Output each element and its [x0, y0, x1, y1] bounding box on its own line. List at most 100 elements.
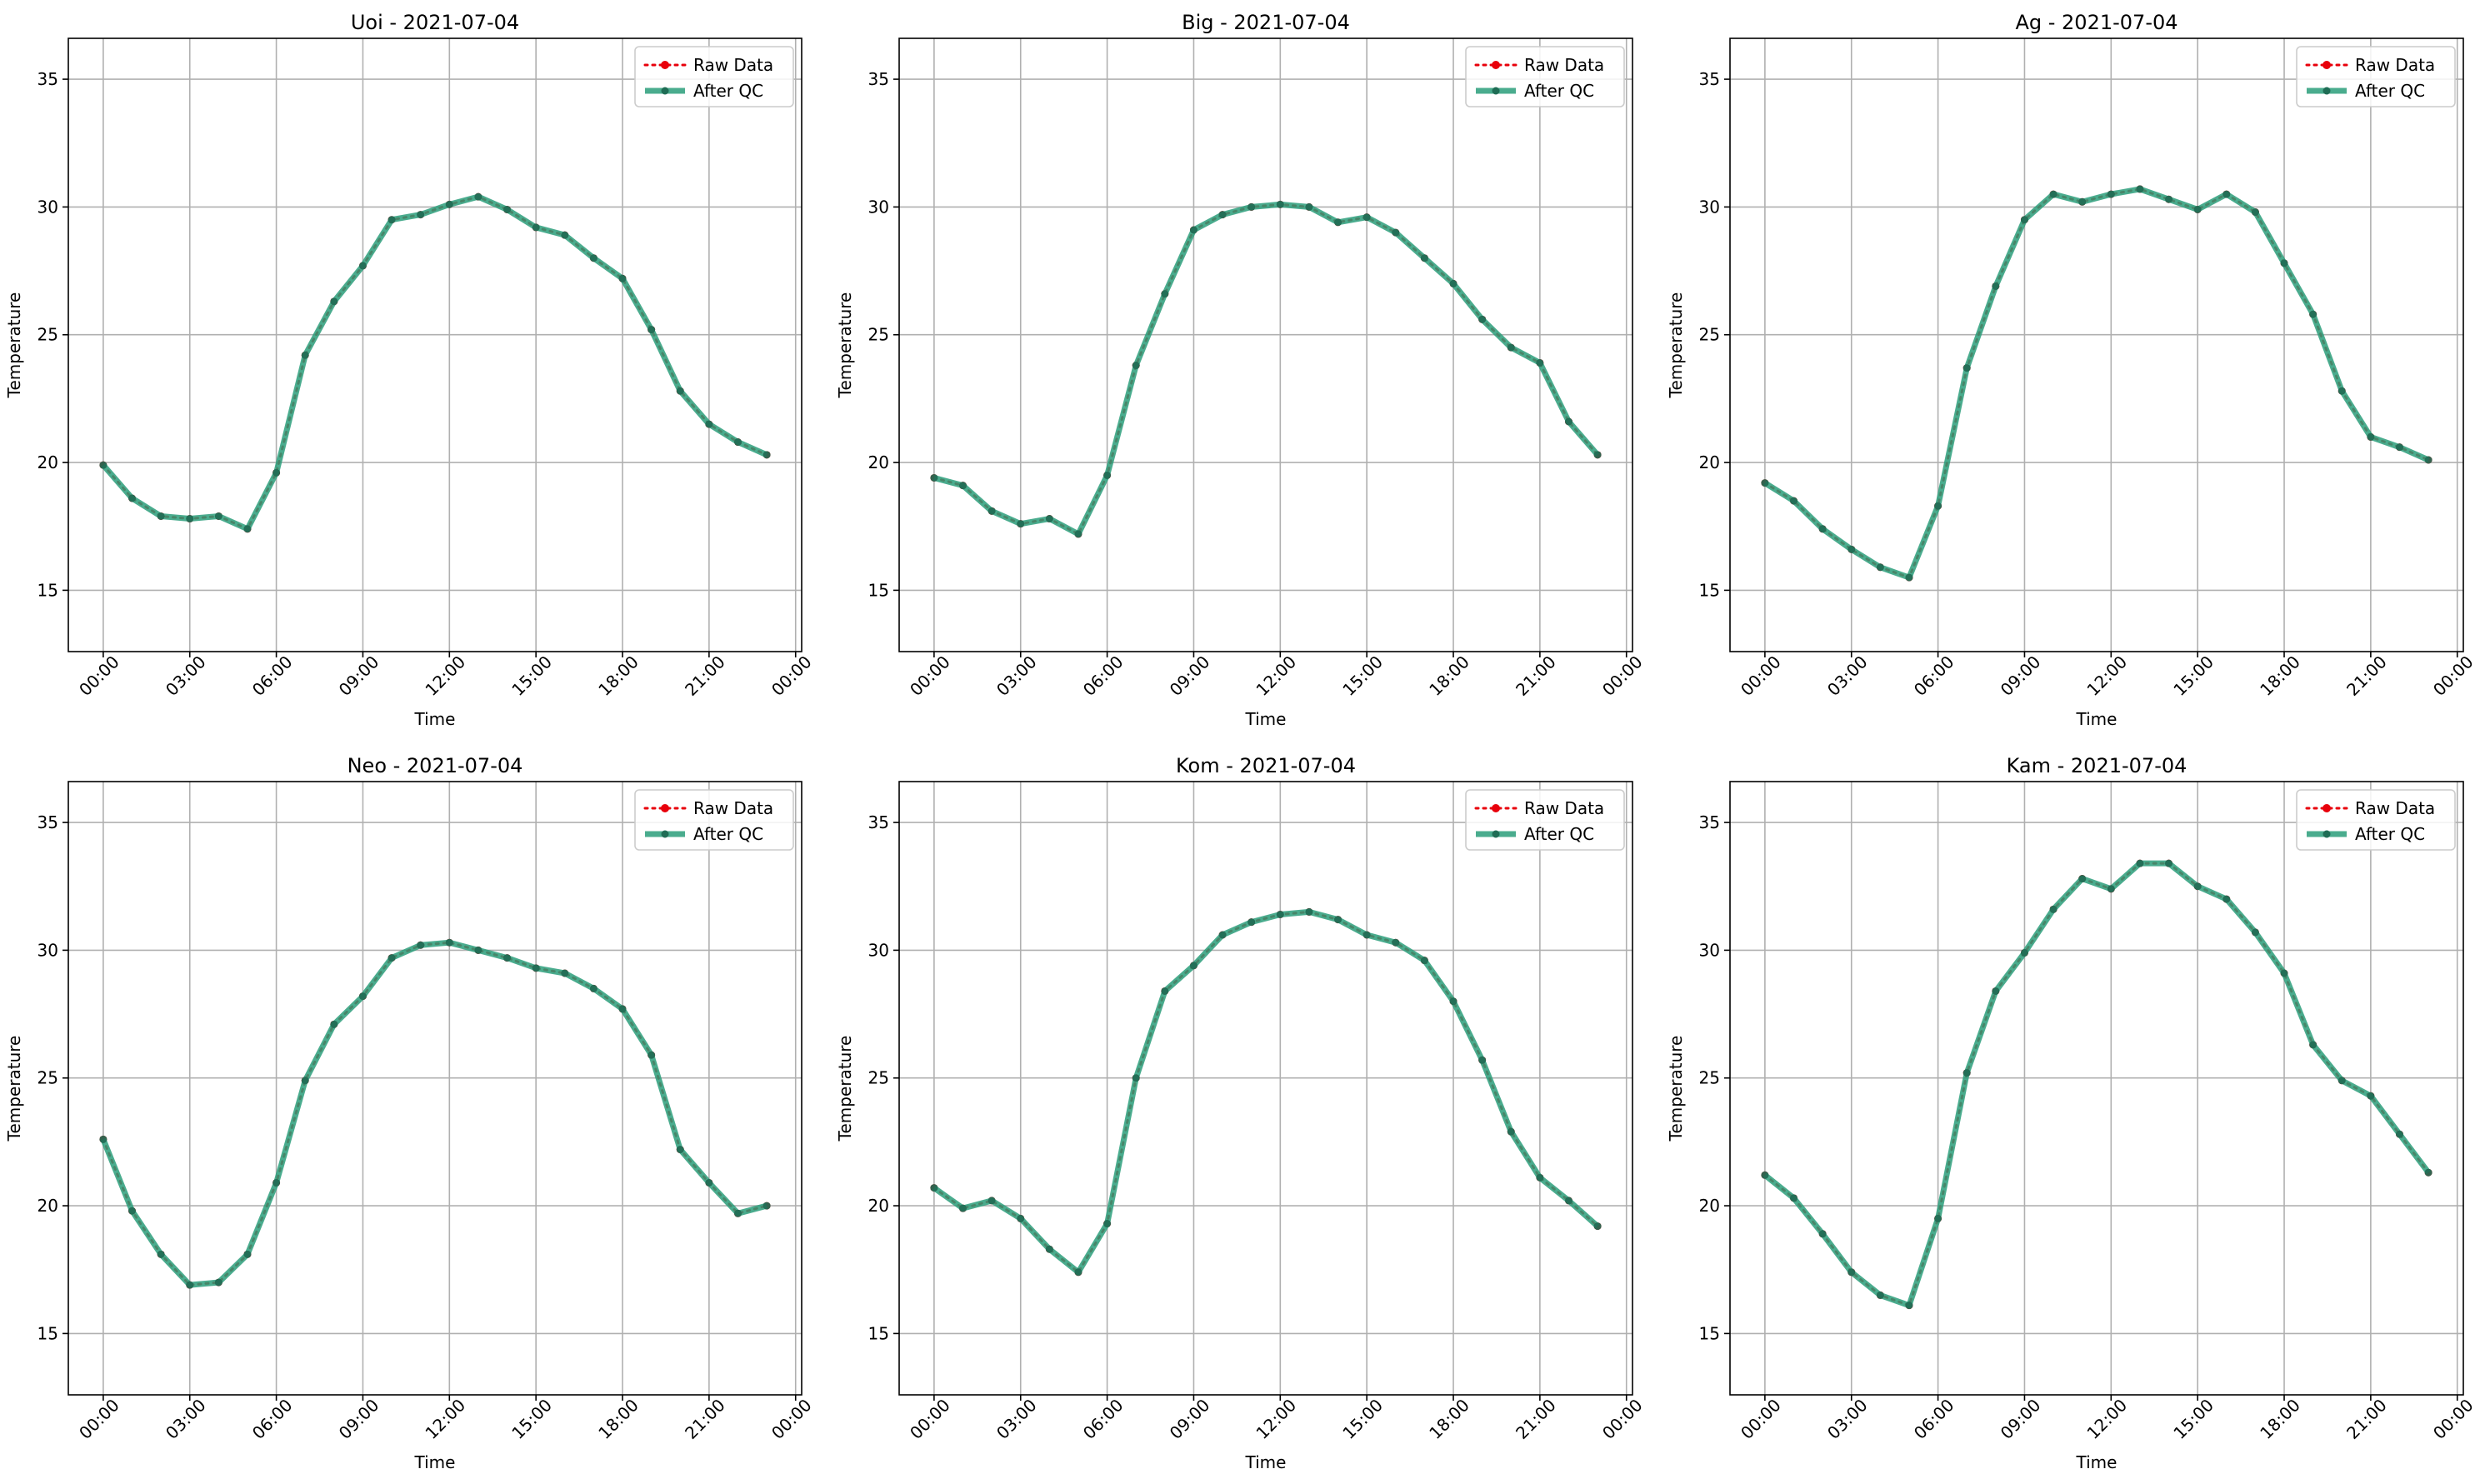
- after-qc-point: [1218, 211, 1227, 219]
- after-qc-point: [503, 954, 512, 962]
- x-tick-label: 15:00: [1338, 652, 1387, 700]
- x-tick-label: 03:00: [162, 652, 210, 700]
- x-tick-label: 00:00: [768, 1395, 816, 1443]
- legend-qc-label: After QC: [1524, 824, 1594, 844]
- legend: Raw Data After QC: [2296, 789, 2456, 851]
- after-qc-point: [532, 223, 540, 232]
- after-qc-point: [676, 1146, 684, 1154]
- after-qc-point: [1362, 213, 1371, 222]
- after-qc-point: [705, 420, 713, 428]
- after-qc-point: [186, 515, 194, 523]
- after-qc-point: [1564, 417, 1572, 426]
- after-qc-point: [1334, 916, 1342, 924]
- x-axis-label: Time: [414, 709, 456, 729]
- after-qc-point: [1248, 202, 1256, 211]
- after-qc-point: [676, 387, 684, 395]
- after-qc-point: [1962, 1069, 1971, 1077]
- after-qc-point: [272, 468, 281, 477]
- chart-panel: 00:00 03:00 06:00 09:00 12:00 15:00 18:00 21:00…: [835, 11, 1647, 729]
- plot-frame: [898, 781, 1633, 1396]
- after-qc-point: [1962, 364, 1971, 372]
- x-tick-label: 21:00: [681, 1395, 729, 1443]
- after-qc-point: [1132, 1074, 1140, 1082]
- after-qc-point: [186, 1281, 194, 1289]
- y-tick-label: 30: [1699, 940, 1720, 960]
- after-qc-point: [2251, 928, 2259, 937]
- after-qc-point: [1876, 563, 1884, 572]
- after-qc-point: [1305, 202, 1313, 211]
- after-qc-point: [2251, 208, 2259, 217]
- after-qc-point: [445, 200, 453, 208]
- x-tick-label: 03:00: [992, 652, 1041, 700]
- after-qc-point: [1017, 1214, 1025, 1222]
- y-tick-label: 35: [1699, 812, 1720, 832]
- legend-qc-label: After QC: [693, 824, 763, 844]
- after-qc-point: [99, 461, 108, 469]
- after-qc-point: [1103, 471, 1112, 479]
- after-qc-point: [1478, 1056, 1487, 1064]
- after-qc-point: [733, 438, 742, 447]
- after-qc-point: [1507, 1127, 1515, 1136]
- x-tick-label: 03:00: [1823, 652, 1872, 700]
- x-tick-label: 09:00: [1166, 1395, 1214, 1443]
- after-qc-point: [2049, 905, 2058, 913]
- x-tick-label: 00:00: [906, 652, 954, 700]
- chart-title: Kom - 2021-07-04: [1176, 754, 1356, 777]
- after-qc-point: [1103, 1220, 1112, 1228]
- after-qc-point: [2222, 190, 2231, 198]
- after-qc-point: [2136, 859, 2144, 867]
- after-qc-point: [474, 192, 482, 201]
- after-qc-point: [1161, 987, 1169, 995]
- after-qc-point: [2136, 185, 2144, 193]
- y-tick-label: 35: [868, 812, 889, 832]
- y-tick-label: 20: [38, 452, 58, 472]
- after-qc-point: [1593, 451, 1602, 459]
- after-qc-point: [1992, 282, 2000, 290]
- after-qc-point: [358, 992, 367, 1001]
- after-qc-point: [1074, 530, 1082, 538]
- after-qc-point: [2395, 1130, 2403, 1138]
- x-tick-label: 06:00: [248, 652, 297, 700]
- x-tick-label: 12:00: [2082, 652, 2131, 700]
- legend-qc-marker: [2322, 87, 2331, 95]
- x-tick-label: 21:00: [1512, 1395, 1560, 1443]
- x-tick-label: 00:00: [75, 1395, 123, 1443]
- x-tick-label: 06:00: [1079, 652, 1128, 700]
- after-qc-point: [330, 1020, 338, 1028]
- y-tick-label: 30: [38, 197, 58, 217]
- x-tick-label: 09:00: [1166, 652, 1214, 700]
- x-tick-label: 12:00: [1252, 1395, 1300, 1443]
- after-qc-point: [1189, 962, 1198, 970]
- y-tick-label: 30: [1699, 197, 1720, 217]
- after-qc-point: [930, 1184, 938, 1192]
- plot-frame: [1729, 781, 2464, 1396]
- after-qc-point: [243, 525, 252, 533]
- chart-panel: 00:00 03:00 06:00 09:00 12:00 15:00 18:00 21:00…: [4, 754, 816, 1472]
- x-tick-label: 00:00: [906, 1395, 954, 1443]
- y-tick-label: 25: [1699, 325, 1720, 345]
- after-qc-point: [930, 473, 938, 482]
- after-qc-point: [2165, 195, 2173, 203]
- y-tick-label: 30: [38, 940, 58, 960]
- x-tick-label: 18:00: [594, 652, 642, 700]
- after-qc-point: [561, 969, 569, 977]
- after-qc-point: [2078, 875, 2087, 883]
- legend-raw-marker: [2322, 61, 2331, 69]
- legend: Raw Data After QC: [1465, 46, 1625, 107]
- legend-raw-marker: [1492, 804, 1500, 812]
- x-tick-label: 03:00: [1823, 1395, 1872, 1443]
- plot-frame: [898, 37, 1633, 652]
- y-tick-label: 25: [868, 1068, 889, 1088]
- after-qc-line: [100, 939, 768, 1288]
- y-tick-label: 35: [1699, 69, 1720, 89]
- after-qc-point: [358, 262, 367, 270]
- x-tick-label: 06:00: [248, 1395, 297, 1443]
- after-qc-point: [445, 938, 453, 947]
- legend-qc-marker: [2322, 830, 2331, 838]
- after-qc-point: [1017, 520, 1025, 528]
- chart-panel: 00:00 03:00 06:00 09:00 12:00 15:00 18:00 21:00…: [1666, 11, 2478, 729]
- x-tick-label: 18:00: [2256, 1395, 2304, 1443]
- y-axis-label: Temperature: [1666, 292, 1686, 399]
- legend-raw-label: Raw Data: [693, 55, 773, 75]
- x-tick-label: 00:00: [2429, 652, 2478, 700]
